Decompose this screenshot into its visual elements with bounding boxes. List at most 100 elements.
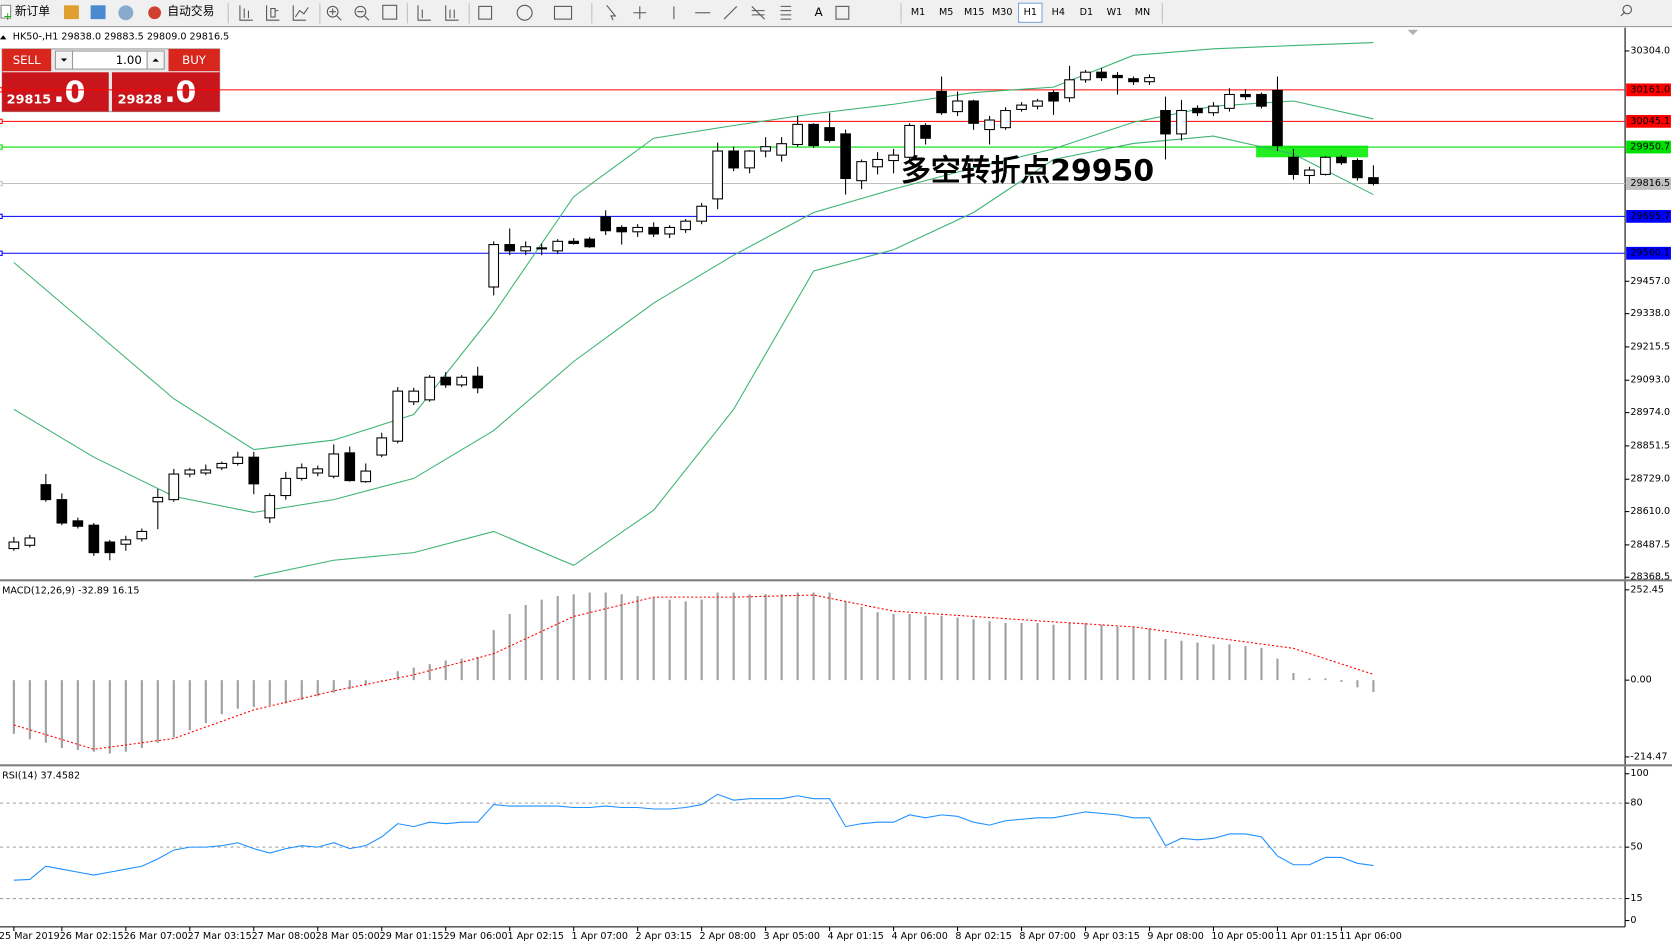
timeframe-button[interactable]: H1 — [1024, 7, 1037, 18]
y-tick-label: 28729.0 — [1630, 474, 1670, 485]
toolbar-icon[interactable] — [90, 5, 106, 20]
macd-bar — [556, 596, 559, 681]
macd-bar — [604, 592, 607, 681]
timeframe-active — [1018, 2, 1043, 23]
candle-body — [1144, 77, 1155, 83]
macd-bar — [412, 667, 415, 681]
timeframe-button[interactable]: M30 — [992, 7, 1012, 18]
level-label: 29950.7 — [1630, 142, 1670, 153]
y-tick-label: 252.45 — [1630, 584, 1664, 595]
candle-body — [104, 541, 116, 554]
candle-body — [648, 226, 659, 235]
macd-bar — [524, 605, 527, 681]
macd-bar — [1356, 680, 1359, 688]
y-tick-label: -214.47 — [1630, 751, 1667, 762]
timeframe-button[interactable]: M5 — [939, 7, 953, 18]
level-handle — [0, 118, 3, 125]
candle-body — [1224, 93, 1235, 109]
label-tool-icon[interactable] — [835, 5, 850, 20]
candle-body — [456, 376, 468, 386]
macd-bar — [668, 599, 671, 681]
macd-signal — [13, 594, 1374, 750]
candle-body — [1304, 169, 1315, 177]
candle-body — [760, 146, 771, 152]
candle-body — [1080, 71, 1091, 81]
macd-bar — [156, 680, 159, 743]
chart-title: HK50-,H1 29838.0 29883.5 29809.0 29816.5 — [13, 32, 229, 43]
macd-bar — [812, 592, 815, 681]
macd-bar — [76, 680, 79, 750]
candle-body — [1000, 109, 1011, 129]
candle-body — [40, 484, 52, 501]
x-tick-label: 29 Mar 01:15 — [380, 931, 444, 942]
macd-bar — [876, 612, 879, 681]
level-handle — [0, 250, 3, 256]
candle-body — [888, 154, 899, 162]
candle-body — [584, 238, 596, 248]
new-order-button[interactable]: + 新订单 — [0, 4, 50, 23]
text-tool-icon[interactable]: A — [815, 5, 823, 19]
candle-body — [440, 376, 452, 386]
chart-title-marker — [0, 35, 7, 40]
timeframe-button[interactable]: M15 — [964, 7, 984, 18]
candle-body — [712, 150, 723, 200]
lot-value: 1.00 — [116, 53, 142, 67]
macd-bar — [972, 619, 975, 681]
level-label-bg — [1626, 209, 1671, 223]
candle-body — [552, 240, 564, 252]
sell-price-box[interactable]: 29815 .0 — [2, 72, 109, 112]
macd-bar — [572, 594, 575, 681]
macd-bar — [732, 592, 735, 681]
toolbar-icon[interactable] — [118, 5, 134, 21]
candle-body — [1288, 156, 1299, 175]
y-tick-label: 28368.5 — [1630, 572, 1670, 583]
candle-body — [632, 226, 643, 233]
candle-body — [1352, 160, 1363, 179]
x-tick-label: 27 Mar 03:15 — [188, 931, 252, 942]
x-tick-label: 11 Apr 06:00 — [1339, 931, 1402, 942]
timeframe-button[interactable]: M1 — [911, 7, 925, 18]
toolbar-icons — [239, 4, 1633, 21]
level-label: 29695.7 — [1630, 211, 1670, 222]
macd-bar — [332, 680, 335, 693]
level-label-bg — [1626, 114, 1671, 128]
rsi-title: RSI(14) 37.4582 — [2, 770, 80, 781]
buy-price-box[interactable]: 29828 .0 — [111, 72, 220, 112]
macd-bar — [428, 664, 431, 681]
x-tick-label: 9 Apr 03:15 — [1083, 931, 1139, 942]
candle-body — [392, 390, 404, 442]
candle-body — [840, 133, 851, 180]
toolbar-icon[interactable] — [63, 5, 79, 20]
candle-body — [600, 216, 612, 232]
level-label-bg — [1626, 246, 1671, 260]
candle-body — [1320, 156, 1331, 175]
level-label: 29816.5 — [1630, 178, 1670, 189]
buy-button[interactable]: BUY — [168, 48, 220, 72]
auto-trading-button[interactable]: 自动交易 — [148, 4, 214, 20]
candle-body — [824, 127, 835, 141]
macd-bar — [588, 592, 591, 681]
macd-bar — [92, 680, 95, 752]
buy-label: BUY — [182, 53, 207, 67]
timeframe-button[interactable]: W1 — [1107, 7, 1123, 18]
sell-button[interactable]: SELL — [2, 48, 52, 72]
x-tick-label: 3 Apr 05:00 — [763, 931, 819, 942]
sell-label: SELL — [13, 53, 41, 67]
candle-body — [856, 161, 867, 182]
macd-bar — [1164, 639, 1167, 681]
candle-body — [664, 226, 675, 235]
level-handle — [0, 144, 3, 150]
candle-body — [1336, 156, 1347, 164]
level-handle — [0, 213, 3, 220]
macd-bar — [444, 660, 447, 681]
candle-body — [504, 244, 516, 252]
macd-bar — [1324, 678, 1327, 681]
candle-body — [168, 473, 180, 501]
macd-bar — [796, 592, 799, 681]
timeframe-button[interactable]: MN — [1135, 7, 1150, 18]
timeframe-button[interactable]: H4 — [1052, 7, 1065, 18]
timeframe-button[interactable]: D1 — [1080, 7, 1094, 18]
macd-bar — [140, 680, 143, 749]
level-label-bg — [1626, 177, 1671, 190]
